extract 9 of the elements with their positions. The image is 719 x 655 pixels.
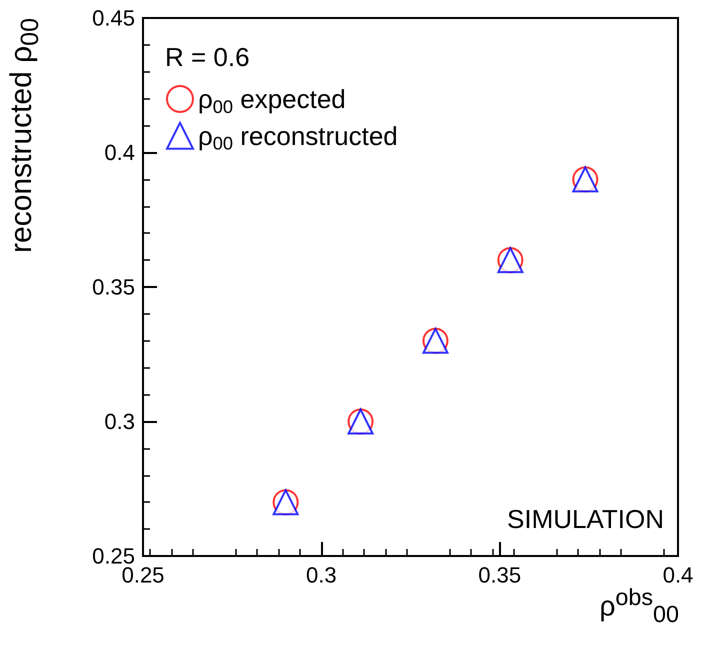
annotation: SIMULATION bbox=[507, 504, 664, 534]
x-tick-label: 0.4 bbox=[662, 562, 694, 588]
y-tick-label: 0.4 bbox=[104, 140, 135, 165]
y-tick-label: 0.35 bbox=[92, 274, 135, 300]
x-tick-label: 0.3 bbox=[306, 562, 337, 588]
x-tick-label: 0.35 bbox=[478, 562, 522, 588]
y-tick-label: 0.3 bbox=[104, 409, 135, 434]
y-tick-label: 0.45 bbox=[92, 6, 135, 30]
annotation: R = 0.6 bbox=[165, 42, 250, 72]
